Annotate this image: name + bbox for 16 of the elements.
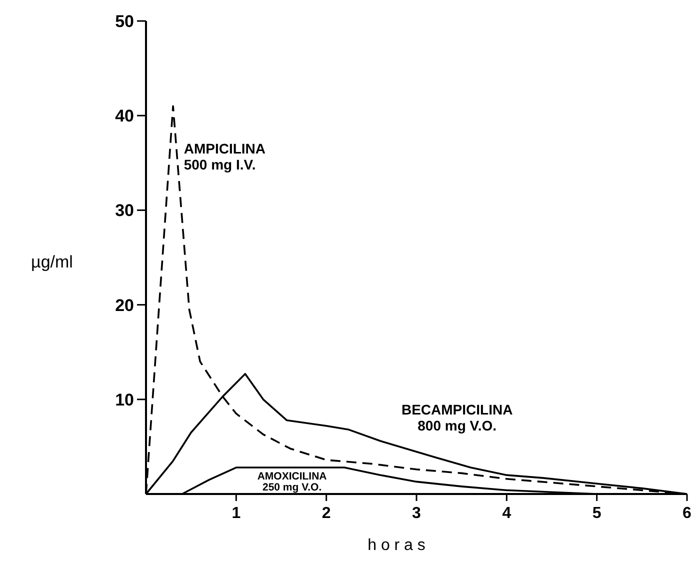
series-label: AMPICILINA 500 mg I.V. — [184, 140, 266, 173]
y-tick-label: 10 — [115, 390, 134, 410]
x-tick-label: 1 — [232, 505, 241, 522]
y-tick-label: 40 — [115, 106, 134, 126]
x-tick-label: 4 — [502, 505, 512, 522]
y-axis-title: µg/ml — [31, 252, 73, 272]
y-tick-label: 50 — [115, 12, 134, 31]
x-tick-label: 6 — [682, 505, 692, 522]
x-tick-label: 5 — [592, 505, 602, 522]
y-tick-label: 30 — [115, 201, 134, 220]
series-label: BECAMPICILINA 800 mg V.O. — [401, 402, 513, 434]
y-tick-label: 20 — [115, 296, 134, 315]
x-tick-label: 3 — [412, 505, 422, 522]
series-label: AMOXICILINA 250 mg V.O. — [257, 470, 328, 494]
x-tick-label: 2 — [322, 505, 331, 522]
x-axis-title: h o r a s — [368, 537, 426, 554]
